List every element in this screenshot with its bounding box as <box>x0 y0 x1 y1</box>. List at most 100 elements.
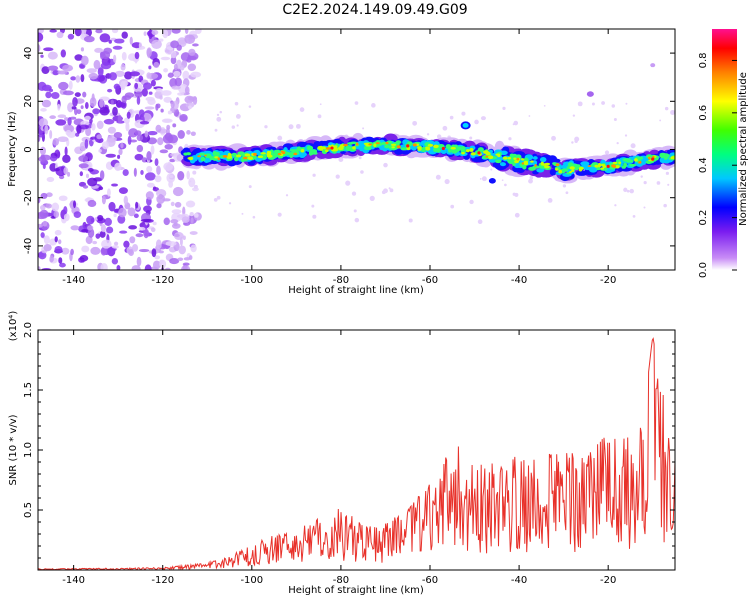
outlier-blob <box>480 116 486 121</box>
noise-blob <box>87 168 94 172</box>
noise-blob <box>70 225 80 231</box>
noise-blob <box>148 65 152 70</box>
noise-blob <box>40 232 45 238</box>
noise-blob <box>114 70 126 77</box>
noise-blob <box>107 126 116 134</box>
noise-blob <box>111 29 119 34</box>
signal-blob <box>390 143 397 146</box>
signal-blob <box>507 156 512 160</box>
noise-blob <box>54 229 62 236</box>
noise-blob <box>126 111 131 119</box>
noise-blob <box>113 54 117 63</box>
colorbar-label: Normalized spectral amplitude <box>738 72 749 226</box>
noise-blob <box>138 42 143 50</box>
signal-blob <box>293 152 298 156</box>
speck <box>311 204 315 208</box>
noise-blob <box>39 146 47 156</box>
speck <box>469 136 473 140</box>
top-x-tick-label: -20 <box>600 275 616 286</box>
speck <box>219 110 223 114</box>
noise-blob <box>159 259 167 269</box>
bottom-x-tick-label: -40 <box>511 575 527 586</box>
bottom-x-tick-label: -120 <box>151 575 174 586</box>
noise-blob <box>146 47 152 58</box>
noise-blob <box>164 143 173 150</box>
speck <box>656 181 661 185</box>
noise-blob <box>157 137 164 146</box>
snr-series-line <box>38 337 675 570</box>
noise-blob <box>156 203 162 209</box>
speck <box>228 202 232 205</box>
speck <box>659 119 662 122</box>
signal-blob <box>580 161 590 166</box>
noise-blob <box>190 244 197 253</box>
noise-blob <box>82 185 89 189</box>
noise-blob <box>142 82 153 90</box>
signal-blob <box>638 161 642 164</box>
bottom-y-axis-label: SNR (10 * v/v) <box>8 414 19 485</box>
noise-blob <box>185 102 195 108</box>
signal-blob <box>313 152 318 155</box>
signal-blob <box>528 166 536 171</box>
noise-blob <box>159 95 163 100</box>
noise-blob <box>41 99 52 108</box>
noise-blob <box>159 149 169 154</box>
signal-blob <box>536 168 545 173</box>
noise-blob <box>85 235 93 245</box>
signal-blob <box>355 142 359 146</box>
speck <box>216 195 221 200</box>
noise-blob <box>146 151 152 161</box>
colorbar-tick-label: 0.8 <box>698 52 709 68</box>
noise-blob <box>147 131 158 136</box>
noise-blob <box>43 243 52 252</box>
noise-blob <box>113 132 123 139</box>
speck <box>450 204 455 209</box>
signal-blob <box>450 146 456 150</box>
noise-blob <box>123 195 129 205</box>
signal-blob <box>489 155 493 159</box>
speck <box>312 173 316 177</box>
noise-blob <box>123 95 132 101</box>
signal-blob <box>470 152 476 156</box>
noise-blob <box>133 213 139 219</box>
noise-blob <box>112 106 118 117</box>
signal-blob <box>663 156 668 160</box>
noise-blob <box>113 83 121 90</box>
outlier-blob <box>488 178 496 184</box>
signal-blob <box>618 161 622 165</box>
noise-blob <box>81 55 89 66</box>
top-x-tick-label: -120 <box>151 275 174 286</box>
signal-blob <box>281 151 286 155</box>
noise-blob <box>151 39 162 50</box>
noise-blob <box>46 176 55 183</box>
noise-blob <box>162 29 169 39</box>
signal-blob <box>670 156 675 160</box>
signal-blob <box>523 162 529 166</box>
signal-blob <box>587 165 592 168</box>
noise-blob <box>187 55 197 60</box>
noise-blob <box>146 165 153 173</box>
signal-blob <box>202 150 213 155</box>
signal-blob <box>333 147 339 152</box>
speck <box>388 187 391 190</box>
noise-blob <box>188 48 196 56</box>
noise-blob <box>64 117 69 121</box>
signal-blob <box>461 151 465 155</box>
top-x-axis-label: Height of straight line (km) <box>288 285 424 296</box>
signal-blob <box>368 143 373 146</box>
noise-blob <box>99 231 106 238</box>
noise-blob <box>127 135 132 145</box>
noise-blob <box>192 43 199 47</box>
noise-blob <box>114 38 125 44</box>
signal-blob <box>560 168 569 172</box>
noise-blob <box>125 122 130 132</box>
signal-blob <box>433 147 438 153</box>
noise-blob <box>180 265 191 270</box>
noise-blob <box>120 63 126 71</box>
noise-blob <box>158 193 163 200</box>
noise-blob <box>72 97 78 107</box>
noise-blob <box>144 264 152 270</box>
noise-blob <box>184 29 189 35</box>
noise-blob <box>108 39 112 44</box>
signal-blob <box>602 165 607 168</box>
